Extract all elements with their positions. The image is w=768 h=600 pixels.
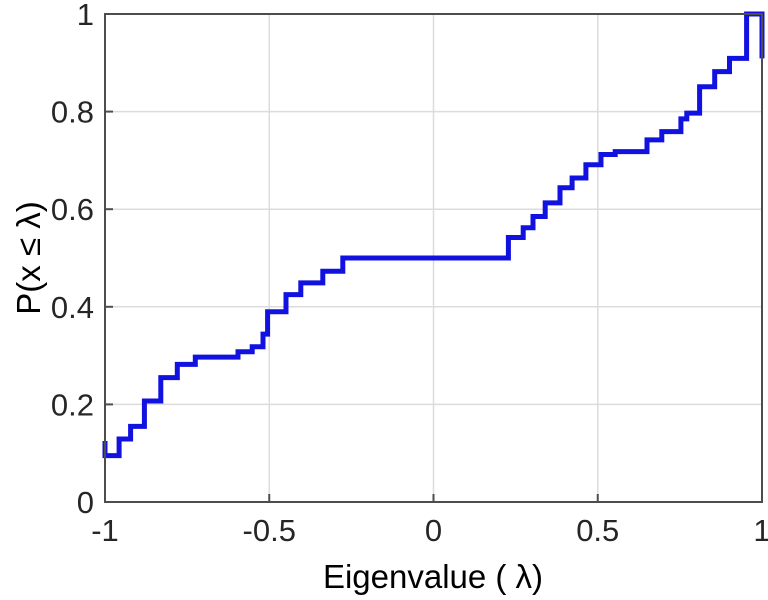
- x-tick-label-0: 0: [425, 513, 442, 548]
- x-tick-label--1: -1: [91, 513, 119, 548]
- y-tick-label-0.8: 0.8: [51, 95, 94, 130]
- curve-layer: [102, 11, 765, 459]
- y-tick-label-1: 1: [77, 0, 94, 32]
- ecdf-step-line: [102, 11, 765, 459]
- x-tick-label-0.5: 0.5: [576, 513, 619, 548]
- y-tick-label-0.4: 0.4: [51, 290, 94, 325]
- tick-label-layer: -1 -0.5 0 0.5 1 0 0.2 0.4 0.6 0.8 1: [51, 0, 768, 548]
- y-tick-label-0.2: 0.2: [51, 387, 94, 422]
- y-tick-label-0: 0: [77, 485, 94, 520]
- x-tick-label-1: 1: [753, 513, 768, 548]
- y-tick-label-0.6: 0.6: [51, 192, 94, 227]
- x-axis-label: Eigenvalue ( λ): [323, 558, 543, 595]
- grid-layer: [105, 14, 762, 502]
- x-tick-label--0.5: -0.5: [243, 513, 296, 548]
- axes-layer: [104, 13, 763, 503]
- y-axis-label: P(x ≤ λ): [10, 201, 47, 314]
